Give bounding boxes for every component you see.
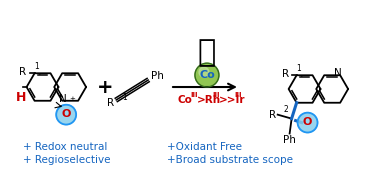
Circle shape — [297, 113, 318, 133]
Text: 1: 1 — [34, 62, 39, 71]
Circle shape — [199, 67, 209, 77]
Text: Ph: Ph — [283, 135, 296, 145]
Text: +: + — [69, 96, 75, 102]
Text: +: + — [97, 78, 113, 96]
Text: III: III — [212, 92, 219, 98]
Text: R: R — [107, 98, 114, 108]
Text: Ph: Ph — [151, 71, 164, 81]
Text: 1: 1 — [297, 64, 301, 73]
Circle shape — [195, 63, 219, 87]
Text: Co: Co — [177, 95, 192, 105]
Text: O: O — [303, 117, 312, 127]
Text: N: N — [334, 68, 342, 78]
Text: O: O — [62, 109, 71, 119]
Text: .: . — [300, 69, 303, 79]
Text: +Broad substrate scope: +Broad substrate scope — [167, 155, 293, 165]
Text: Co: Co — [199, 70, 215, 80]
Text: N: N — [59, 94, 67, 104]
Text: R: R — [20, 67, 26, 77]
Text: 1: 1 — [122, 93, 127, 102]
Text: 2: 2 — [284, 105, 288, 114]
Text: >Rh: >Rh — [197, 95, 221, 105]
Text: III: III — [235, 92, 242, 98]
Text: H: H — [15, 91, 26, 104]
Text: R: R — [282, 69, 289, 79]
Text: 👑: 👑 — [198, 38, 216, 67]
Text: +Oxidant Free: +Oxidant Free — [167, 142, 242, 152]
Text: .: . — [37, 67, 41, 77]
Text: >>Ir: >>Ir — [219, 95, 245, 105]
Text: + Regioselective: + Regioselective — [23, 155, 110, 165]
Text: III: III — [190, 92, 197, 98]
Text: + Redox neutral: + Redox neutral — [23, 142, 107, 152]
Circle shape — [56, 105, 76, 125]
Text: R: R — [268, 110, 276, 120]
